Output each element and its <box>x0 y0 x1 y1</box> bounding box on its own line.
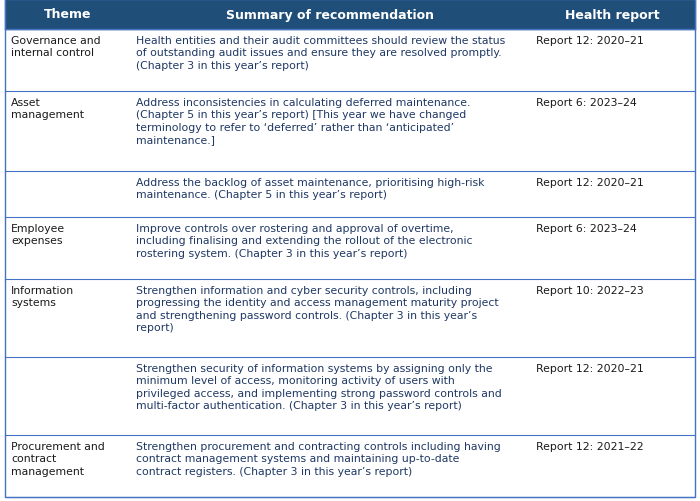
Text: Health entities and their audit committees should review the status
of outstandi: Health entities and their audit committe… <box>136 36 505 71</box>
Bar <box>5 92 695 172</box>
Text: Improve controls over rostering and approval of overtime,
including finalising a: Improve controls over rostering and appr… <box>136 223 473 259</box>
Text: Report 12: 2020–21: Report 12: 2020–21 <box>536 178 644 188</box>
Text: Report 12: 2021–22: Report 12: 2021–22 <box>536 441 643 451</box>
Text: Theme: Theme <box>43 9 91 22</box>
Bar <box>5 0 695 30</box>
Text: Address inconsistencies in calculating deferred maintenance.
(Chapter 5 in this : Address inconsistencies in calculating d… <box>136 98 470 145</box>
Text: Procurement and
contract
management: Procurement and contract management <box>11 441 105 476</box>
Bar <box>5 30 695 92</box>
Bar <box>5 280 695 357</box>
Text: Asset
management: Asset management <box>11 98 84 120</box>
Bar <box>5 172 695 217</box>
Text: Strengthen security of information systems by assigning only the
minimum level o: Strengthen security of information syste… <box>136 363 502 410</box>
Text: Health report: Health report <box>565 9 660 22</box>
Bar <box>5 357 695 435</box>
Text: Governance and
internal control: Governance and internal control <box>11 36 101 58</box>
Text: Report 12: 2020–21: Report 12: 2020–21 <box>536 363 644 373</box>
Text: Employee
expenses: Employee expenses <box>11 223 65 246</box>
Text: Report 12: 2020–21: Report 12: 2020–21 <box>536 36 644 46</box>
Bar <box>5 217 695 280</box>
Text: Report 10: 2022–23: Report 10: 2022–23 <box>536 286 644 296</box>
Text: Report 6: 2023–24: Report 6: 2023–24 <box>536 98 637 108</box>
Text: Information
systems: Information systems <box>11 286 74 308</box>
Text: Strengthen information and cyber security controls, including
progressing the id: Strengthen information and cyber securit… <box>136 286 498 333</box>
Text: Strengthen procurement and contracting controls including having
contract manage: Strengthen procurement and contracting c… <box>136 441 500 476</box>
Text: Address the backlog of asset maintenance, prioritising high-risk
maintenance. (C: Address the backlog of asset maintenance… <box>136 178 484 200</box>
Text: Report 6: 2023–24: Report 6: 2023–24 <box>536 223 637 233</box>
Bar <box>5 435 695 497</box>
Text: Summary of recommendation: Summary of recommendation <box>226 9 434 22</box>
